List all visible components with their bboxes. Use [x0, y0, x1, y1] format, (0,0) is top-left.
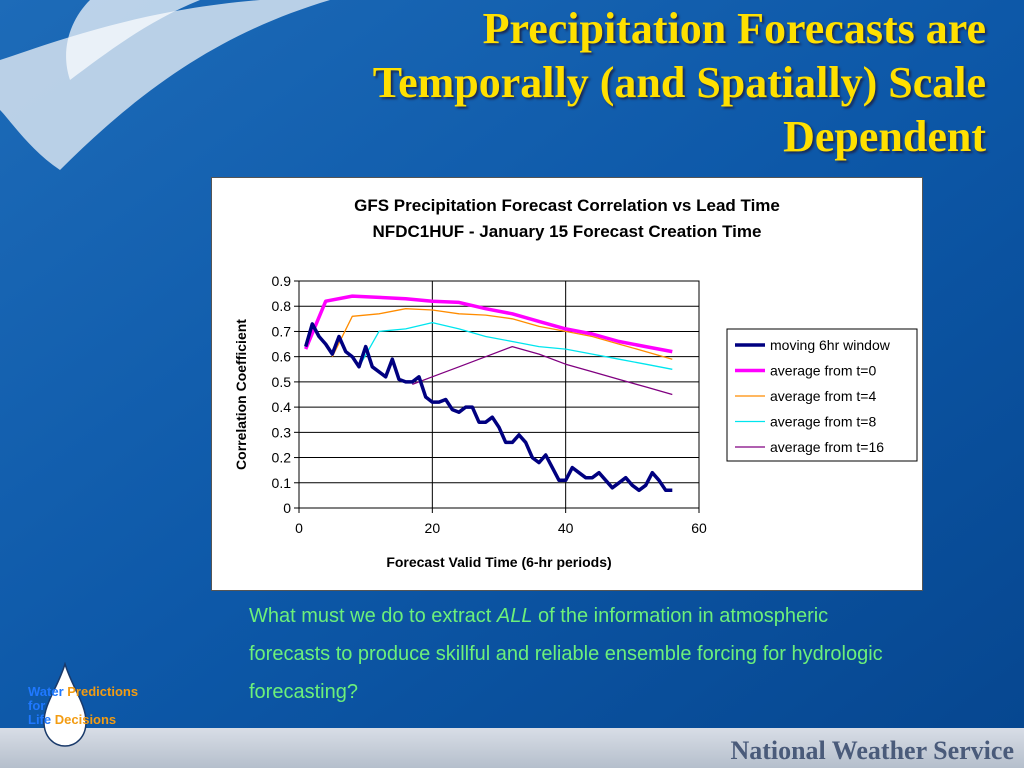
x-tick-label: 40 [558, 520, 574, 536]
title-line-1: Precipitation Forecasts are [482, 4, 986, 53]
question-before: What must we do to extract [249, 605, 497, 627]
footer-bar [0, 728, 1024, 768]
x-tick-label: 20 [425, 520, 441, 536]
slide-title: Precipitation Forecasts are Temporally (… [166, 2, 986, 164]
legend-label: average from t=0 [770, 363, 876, 379]
logo-word-predictions: Predictions [67, 684, 139, 699]
y-axis-label: Correlation Coefficient [233, 319, 249, 470]
series-line-moving-6hr-window [304, 322, 673, 493]
question-text: What must we do to extract ALL of the in… [249, 597, 889, 711]
logo-tagline: Water Predictions for Life Decisions [28, 685, 138, 727]
swoosh-decoration-2 [66, 0, 200, 80]
legend-label: average from t=4 [770, 388, 876, 404]
y-tick-label: 0.1 [272, 475, 292, 491]
x-tick-label: 60 [691, 520, 707, 536]
organization-name: National Weather Service [730, 736, 1014, 765]
legend-box [726, 328, 918, 462]
question-emphasis: ALL [496, 605, 533, 627]
x-axis-label: Forecast Valid Time (6-hr periods) [386, 554, 611, 570]
series-line-average-from-t-4 [331, 308, 673, 360]
y-tick-label: 0.3 [272, 424, 292, 440]
legend-label: moving 6hr window [770, 337, 891, 353]
y-tick-label: 0.2 [272, 450, 292, 466]
legend-label: average from t=8 [770, 414, 876, 430]
y-tick-label: 0 [283, 500, 291, 516]
series-line-average-from-t-16 [412, 345, 673, 396]
y-tick-label: 0.8 [272, 298, 292, 314]
y-tick-label: 0.6 [272, 349, 292, 365]
water-drop-icon [43, 662, 87, 747]
plot-area [298, 280, 700, 509]
logo-word-decisions: Decisions [54, 712, 117, 727]
logo-word-life: Life [28, 712, 52, 727]
series-line-average-from-t-8 [358, 321, 673, 370]
correlation-chart: GFS Precipitation Forecast Correlation v… [233, 196, 918, 570]
logo-word-water: Water [28, 684, 64, 699]
x-tick-label: 0 [295, 520, 303, 536]
chart-title: GFS Precipitation Forecast Correlation v… [354, 196, 780, 215]
y-tick-label: 0.4 [272, 399, 292, 415]
chart-container: GFS Precipitation Forecast Correlation v… [211, 177, 923, 591]
title-line-3: Dependent [783, 112, 986, 161]
legend-label: average from t=16 [770, 439, 884, 455]
water-drop-logo [43, 662, 87, 747]
series-line-average-from-t-0 [304, 294, 673, 354]
y-tick-label: 0.7 [272, 323, 292, 339]
y-tick-label: 0.9 [272, 273, 292, 289]
question-after: of the information in atmospheric foreca… [249, 605, 883, 703]
y-tick-label: 0.5 [272, 374, 292, 390]
chart-subtitle: NFDC1HUF - January 15 Forecast Creation … [373, 222, 762, 241]
title-line-2: Temporally (and Spatially) Scale [372, 58, 986, 107]
logo-word-for: for [28, 698, 46, 713]
